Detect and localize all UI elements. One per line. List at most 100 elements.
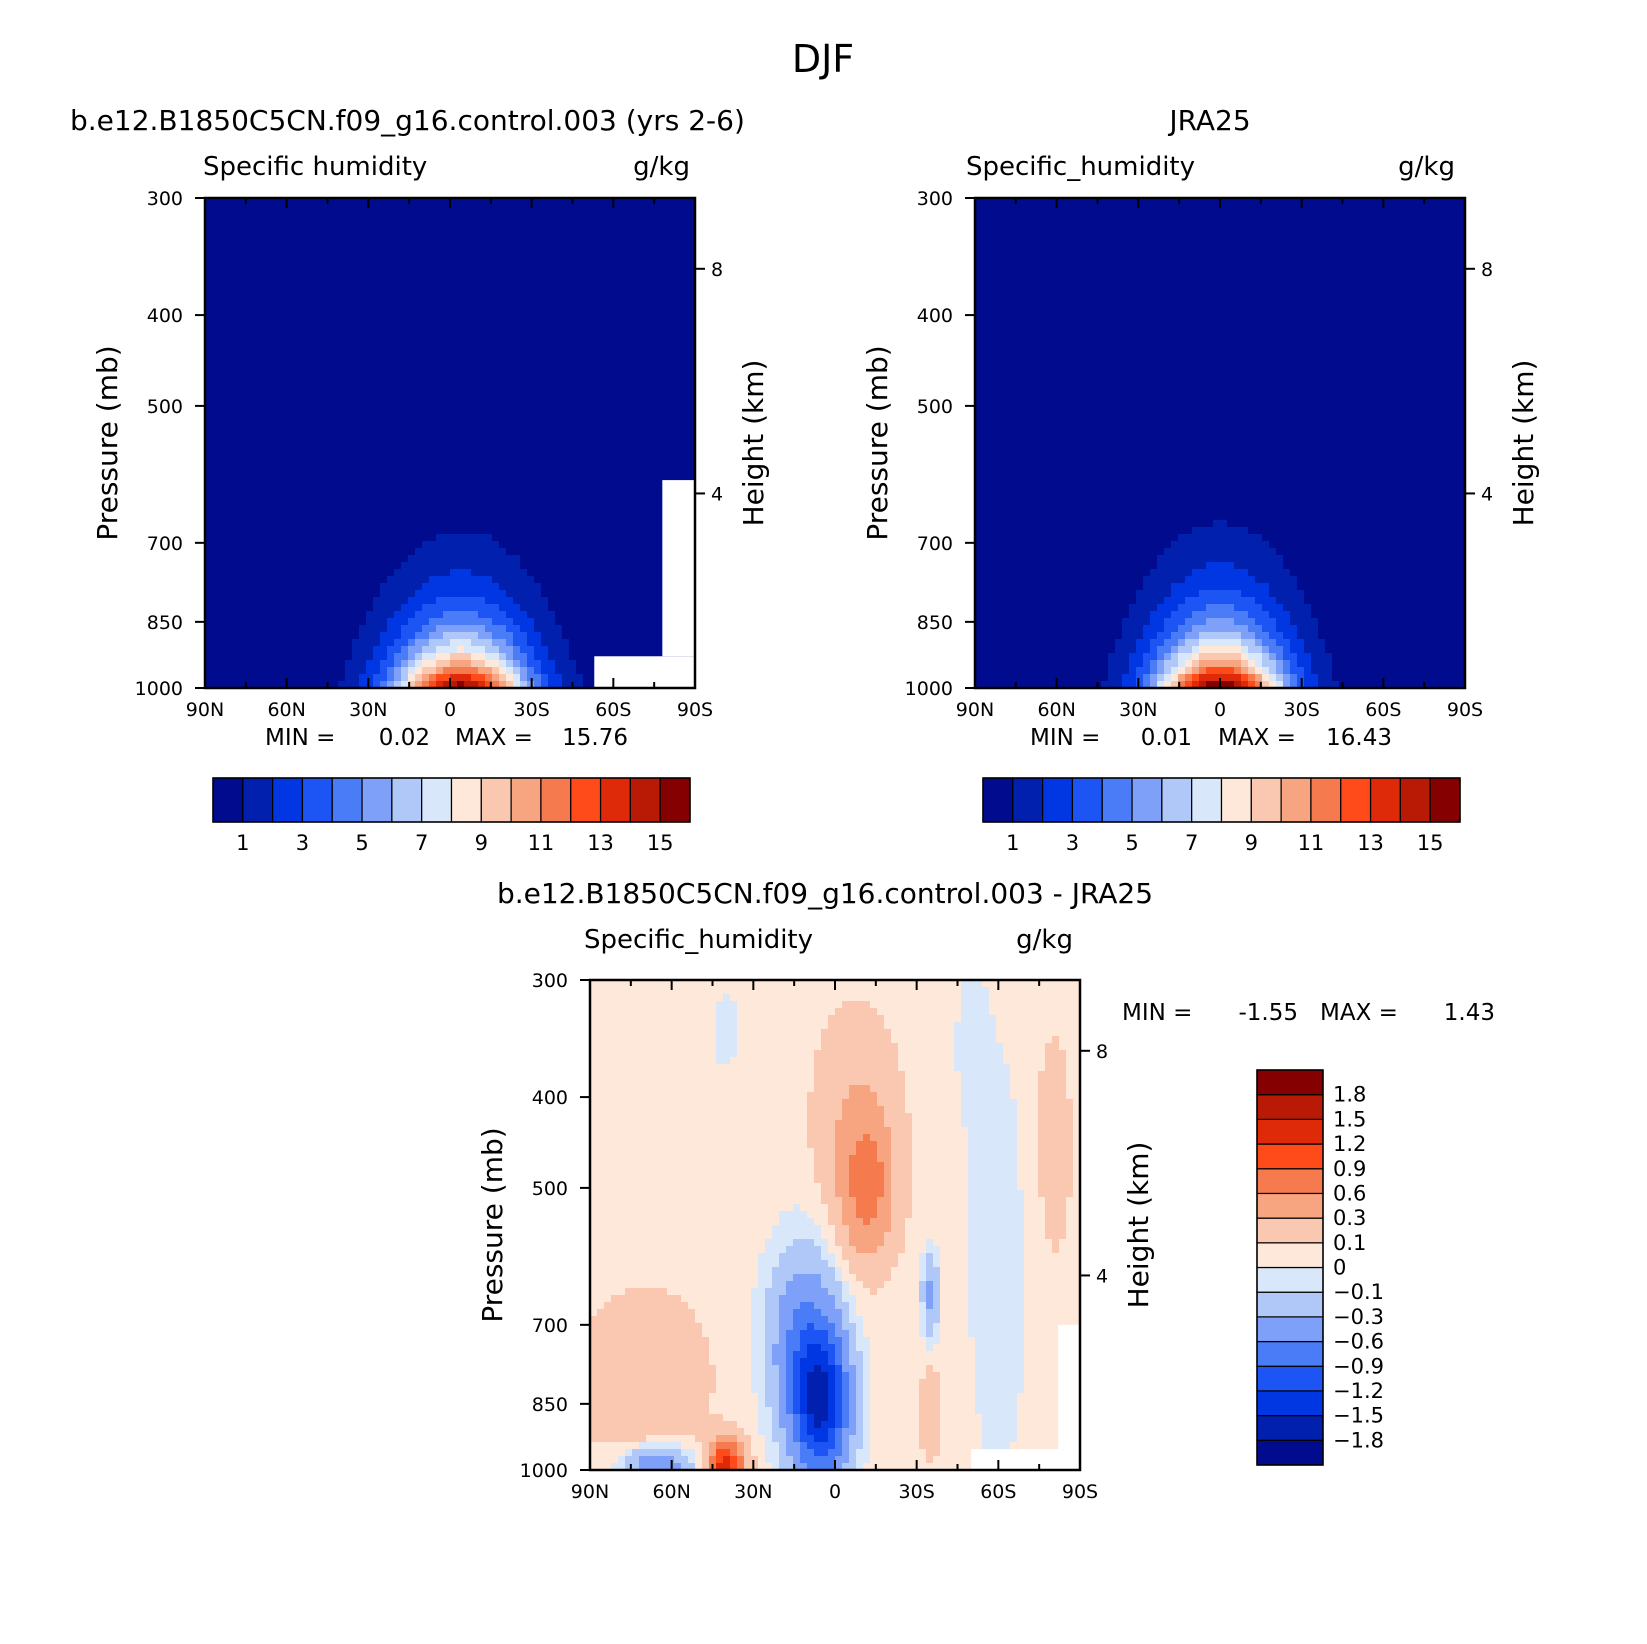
field-cell (345, 436, 353, 444)
field-cell (261, 338, 269, 346)
field-cell (548, 436, 556, 444)
field-cell (653, 282, 661, 290)
field-cell (415, 338, 423, 346)
field-cell (471, 653, 479, 661)
field-cell (443, 310, 451, 318)
field-cell (436, 247, 444, 255)
field-cell (611, 583, 619, 591)
field-cell (303, 415, 311, 423)
field-cell (625, 604, 633, 612)
field-cell (422, 611, 430, 619)
field-cell (275, 534, 283, 542)
field-cell (324, 373, 332, 381)
field-cell (338, 429, 346, 437)
field-cell (653, 324, 661, 332)
field-cell (226, 205, 234, 213)
field-cell (422, 485, 430, 493)
field-cell (422, 478, 430, 486)
field-cell (254, 527, 262, 535)
field-cell (366, 429, 374, 437)
field-cell (212, 212, 220, 220)
field-cell (534, 576, 542, 584)
field-cell (296, 282, 304, 290)
field-cell (240, 527, 248, 535)
field-cell (275, 226, 283, 234)
field-cell (254, 317, 262, 325)
field-cell (534, 338, 542, 346)
field-cell (681, 352, 689, 360)
field-cell (548, 555, 556, 563)
field-cell (569, 233, 577, 241)
field-cell (296, 380, 304, 388)
field-cell (527, 471, 535, 479)
field-cell (681, 338, 689, 346)
field-cell (499, 450, 507, 458)
field-cell (380, 499, 388, 507)
field-cell (513, 387, 521, 395)
field-cell (429, 387, 437, 395)
field-cell (457, 485, 465, 493)
field-cell (611, 289, 619, 297)
field-cell (261, 597, 269, 605)
field-cell (352, 401, 360, 409)
field-cell (324, 492, 332, 500)
field-cell (282, 583, 290, 591)
field-cell (422, 198, 430, 206)
field-cell (660, 296, 668, 304)
panel-obs: JRA25 Specific_humidity g/kg 90N 60N 30N 0 3… (861, 104, 1540, 855)
field-cell (422, 436, 430, 444)
field-cell (247, 394, 255, 402)
field-cell (450, 212, 458, 220)
field-cell (366, 373, 374, 381)
colorbar-label: 15 (647, 831, 674, 855)
field-cell (366, 387, 374, 395)
field-cell (450, 205, 458, 213)
field-cell (478, 618, 486, 626)
field-cell (289, 632, 297, 640)
field-cell (408, 198, 416, 206)
field-cell (667, 219, 675, 227)
field-cell (338, 520, 346, 528)
field-cell (275, 576, 283, 584)
field-cell (464, 387, 472, 395)
field-cell (247, 282, 255, 290)
field-cell (569, 471, 577, 479)
field-cell (653, 443, 661, 451)
field-cell (660, 205, 668, 213)
field-cell (282, 394, 290, 402)
field-cell (205, 506, 213, 514)
field-cell (541, 464, 549, 472)
field-cell (513, 520, 521, 528)
field-cell (499, 485, 507, 493)
field-cell (471, 681, 479, 689)
field-cell (387, 450, 395, 458)
field-cell (247, 373, 255, 381)
field-cell (674, 289, 682, 297)
field-cell (247, 674, 255, 682)
field-cell (296, 289, 304, 297)
field-cell (303, 471, 311, 479)
field-cell (380, 520, 388, 528)
field-cell (352, 394, 360, 402)
field-cell (408, 429, 416, 437)
field-cell (261, 562, 269, 570)
field-cell (261, 240, 269, 248)
field-cell (429, 653, 437, 661)
field-cell (219, 380, 227, 388)
field-cell (604, 310, 612, 318)
field-cell (569, 520, 577, 528)
field-cell (352, 233, 360, 241)
field-cell (401, 499, 409, 507)
field-cell (331, 254, 339, 262)
field-cell (492, 282, 500, 290)
field-cell (443, 254, 451, 262)
field-cell (492, 380, 500, 388)
field-cell (275, 436, 283, 444)
field-cell (296, 436, 304, 444)
field-cell (317, 436, 325, 444)
field-cell (408, 352, 416, 360)
field-cell (310, 499, 318, 507)
field-cell (534, 534, 542, 542)
field-cell (513, 541, 521, 549)
field-cell (240, 443, 248, 451)
